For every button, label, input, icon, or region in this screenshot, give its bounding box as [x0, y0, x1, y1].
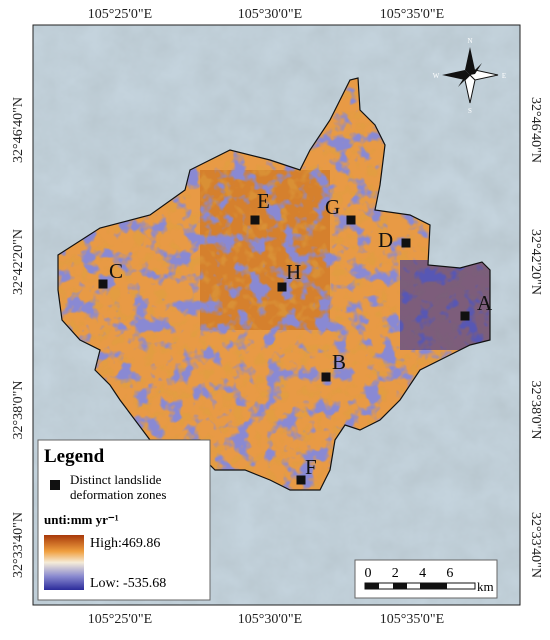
compass-e: E [502, 72, 506, 80]
landslide-marker [346, 215, 356, 225]
landslide-marker [296, 475, 306, 485]
left-coord-label: 32°46'40"N [11, 97, 26, 163]
point-label: G [325, 195, 340, 219]
point-label: H [286, 260, 301, 284]
left-coord-label: 32°38'0"N [11, 381, 26, 440]
compass-n: N [467, 37, 472, 45]
legend-marker-line: Distinct landslide [70, 472, 162, 487]
point-label: B [332, 350, 346, 374]
point-label: F [305, 455, 317, 479]
top-coord-label: 105°30'0"E [238, 7, 302, 22]
scale-tick-label: 6 [446, 566, 453, 581]
landslide-marker [250, 215, 260, 225]
map-frame [32, 24, 521, 606]
legend-high: High:469.86 [90, 536, 160, 551]
left-coord-label: 32°33'40"N [11, 512, 26, 578]
right-coord-label: 32°46'40"N [528, 97, 543, 163]
compass-s: S [468, 107, 472, 115]
scale-unit: km [477, 579, 494, 594]
point-label: A [477, 291, 493, 315]
compass: N S E W [433, 37, 506, 115]
top-coord-label: 105°25'0"E [88, 7, 152, 22]
bottom-coord-label: 105°30'0"E [238, 612, 302, 627]
right-coord-label: 32°38'0"N [528, 381, 543, 440]
point-label: E [257, 189, 270, 213]
landslide-marker [401, 238, 411, 248]
scale-tick-label: 2 [392, 566, 399, 581]
right-coord-label: 32°42'20"N [528, 229, 543, 295]
landslide-marker [277, 282, 287, 292]
legend-marker-line: deformation zones [70, 487, 166, 502]
bottom-coord-label: 105°35'0"E [380, 612, 444, 627]
top-coord-label: 105°35'0"E [380, 7, 444, 22]
legend-unit: unti:mm yr⁻¹ [44, 512, 119, 527]
left-coord-label: 32°42'20"N [11, 229, 26, 295]
landslide-marker [98, 279, 108, 289]
legend-title: Legend [44, 446, 105, 467]
landslide-marker [321, 372, 331, 382]
point-label: C [109, 259, 123, 283]
scale-tick-label: 4 [419, 566, 426, 581]
legend-low: Low: -535.68 [90, 576, 166, 591]
right-coord-label: 32°33'40"N [528, 512, 543, 578]
compass-w: W [433, 72, 440, 80]
point-label: D [378, 228, 393, 252]
scale-bar [354, 559, 498, 599]
landslide-marker [460, 311, 470, 321]
legend: Legend Distinct landslide deformation zo… [37, 439, 211, 601]
scale-tick-label: 0 [365, 566, 372, 581]
bottom-coord-label: 105°25'0"E [88, 612, 152, 627]
